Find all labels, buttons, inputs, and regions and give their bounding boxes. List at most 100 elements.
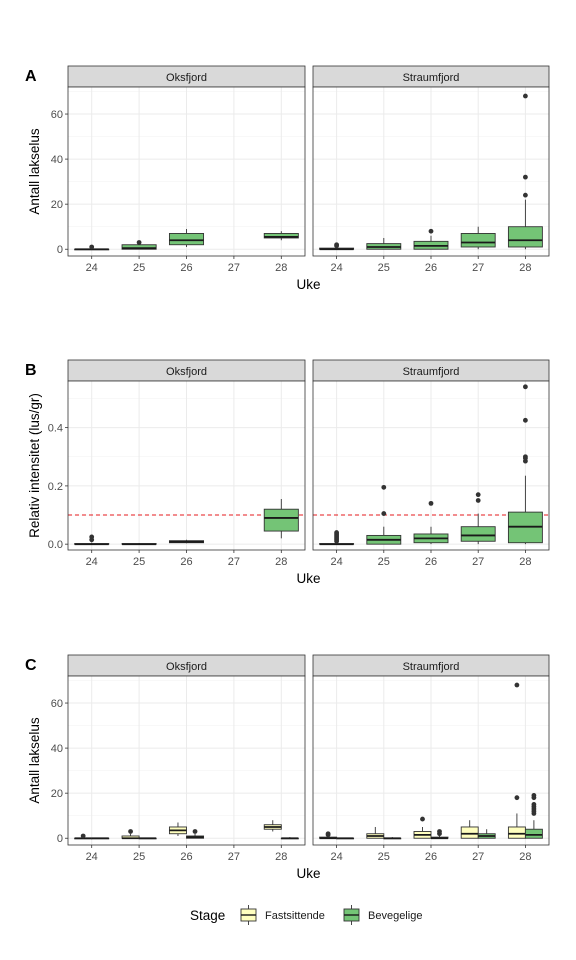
box-bevegelige-week-26 xyxy=(186,829,205,839)
facet-straumfjord: Straumfjord 24 25 26 27 28 xyxy=(312,65,550,274)
box-bevegelige-week-26 xyxy=(168,539,205,544)
y-tick-label: 0 xyxy=(57,833,63,845)
box-bevegelige-week-28 xyxy=(507,93,543,250)
box-fastsittende-week-25 xyxy=(366,826,385,839)
x-axis-label: Uke xyxy=(296,277,320,292)
outlier-point xyxy=(334,530,339,535)
x-tick-label: 27 xyxy=(228,556,240,568)
box-bevegelige-week-27 xyxy=(477,829,496,839)
box-bevegelige-week-25 xyxy=(366,484,402,545)
x-tick-label: 25 xyxy=(378,556,390,568)
panel-C: C Antall lakselus Uke Oksfjord 24 25 26 27 28 0 20… xyxy=(25,654,550,881)
x-tick-label: 24 xyxy=(330,851,342,863)
outlier-point xyxy=(437,829,442,834)
x-tick-label: 25 xyxy=(133,556,145,568)
y-tick-label: 20 xyxy=(51,788,63,800)
outlier-point xyxy=(420,816,425,822)
outlier-point xyxy=(428,228,434,234)
x-axis-label: Uke xyxy=(296,571,320,586)
outlier-point xyxy=(475,498,481,503)
y-tick-label: 0.0 xyxy=(48,539,63,551)
x-tick-label: 26 xyxy=(425,556,437,568)
facet-straumfjord: Straumfjord 24 25 26 27 28 xyxy=(312,654,550,863)
outlier-point xyxy=(523,384,528,390)
box-bevegelige-week-24 xyxy=(91,837,110,840)
outlier-point xyxy=(514,795,520,801)
outlier-point xyxy=(325,831,331,837)
box-bevegelige-week-26 xyxy=(430,829,449,840)
x-tick-label: 25 xyxy=(378,851,390,863)
x-tick-label: 25 xyxy=(133,851,145,863)
y-tick-label: 0.4 xyxy=(48,423,63,435)
x-tick-label: 24 xyxy=(330,556,342,568)
y-tick-label: 40 xyxy=(51,154,63,166)
box-bevegelige-week-26 xyxy=(413,500,449,545)
box-bevegelige-week-24 xyxy=(74,534,110,546)
box-body xyxy=(460,526,496,542)
box-bevegelige-week-25 xyxy=(366,237,402,250)
facet-oksfjord: Oksfjord 24 25 26 27 28 0.0 0.2 0.4 xyxy=(48,359,306,568)
box-body xyxy=(168,233,205,246)
x-tick-label: 28 xyxy=(275,851,287,863)
x-tick-label: 28 xyxy=(275,556,287,568)
outlier-point xyxy=(523,93,528,99)
y-tick-label: 0 xyxy=(57,244,63,256)
x-tick-label: 27 xyxy=(472,262,484,274)
box-fastsittende-week-26 xyxy=(413,816,432,839)
x-tick-label: 28 xyxy=(519,851,531,863)
box-bevegelige-week-27 xyxy=(460,226,496,250)
box-bevegelige-week-28 xyxy=(263,231,299,241)
legend-entry-label: Bevegelige xyxy=(368,910,422,922)
outlier-point xyxy=(89,534,95,540)
y-tick-label: 0.2 xyxy=(48,481,63,493)
box-body xyxy=(524,828,543,839)
outlier-point xyxy=(523,192,528,198)
x-tick-label: 24 xyxy=(86,262,98,274)
panel-tag-label: B xyxy=(25,362,37,379)
y-axis-label: Relativ intensitet (lus/gr) xyxy=(27,393,42,538)
facet-strip-label: Straumfjord xyxy=(403,72,460,84)
box-bevegelige-week-28 xyxy=(263,499,299,539)
legend: Stage Fastsittende Bevegelige xyxy=(190,905,422,925)
x-tick-label: 28 xyxy=(275,262,287,274)
outlier-point xyxy=(136,240,142,245)
outlier-point xyxy=(192,829,198,834)
outlier-point xyxy=(381,511,387,516)
y-axis-label: Antall lakselus xyxy=(27,128,42,215)
x-tick-label: 25 xyxy=(133,262,145,274)
box-bevegelige-week-28 xyxy=(280,837,299,840)
panel-A: A Antall lakselus Uke Oksfjord 24 25 26 27 28 0 20… xyxy=(25,65,550,292)
box-bevegelige-week-27 xyxy=(460,492,496,545)
panel-tag-label: A xyxy=(25,68,37,85)
box-body xyxy=(460,826,479,839)
outlier-point xyxy=(128,829,133,834)
x-tick-label: 24 xyxy=(86,851,98,863)
outlier-point xyxy=(523,174,528,180)
box-fastsittende-week-28 xyxy=(507,682,526,839)
outlier-point xyxy=(334,242,339,248)
box-bevegelige-week-25 xyxy=(138,837,157,840)
box-bevegelige-week-25 xyxy=(121,240,157,250)
box-bevegelige-week-25 xyxy=(121,543,157,546)
x-tick-label: 27 xyxy=(228,851,240,863)
x-tick-label: 26 xyxy=(180,262,192,274)
box-bevegelige-week-24 xyxy=(74,244,110,251)
box-body xyxy=(263,508,299,532)
box-fastsittende-week-26 xyxy=(168,822,187,836)
y-tick-label: 60 xyxy=(51,109,63,121)
outlier-point xyxy=(523,454,528,460)
y-tick-label: 60 xyxy=(51,698,63,710)
box-bevegelige-week-24 xyxy=(319,530,355,546)
facet-straumfjord: Straumfjord 24 25 26 27 28 xyxy=(312,359,550,568)
facet-strip-label: Straumfjord xyxy=(403,366,460,378)
x-tick-label: 26 xyxy=(425,851,437,863)
legend-title: Stage xyxy=(190,908,225,923)
outlier-point xyxy=(428,500,434,506)
y-tick-label: 40 xyxy=(51,743,63,755)
facet-strip-label: Oksfjord xyxy=(166,366,207,378)
legend-entry-bevegelige: Bevegelige xyxy=(343,905,422,925)
facet-strip-label: Oksfjord xyxy=(166,72,207,84)
x-tick-label: 26 xyxy=(180,556,192,568)
x-tick-label: 27 xyxy=(472,556,484,568)
box-bevegelige-week-25 xyxy=(383,837,402,840)
